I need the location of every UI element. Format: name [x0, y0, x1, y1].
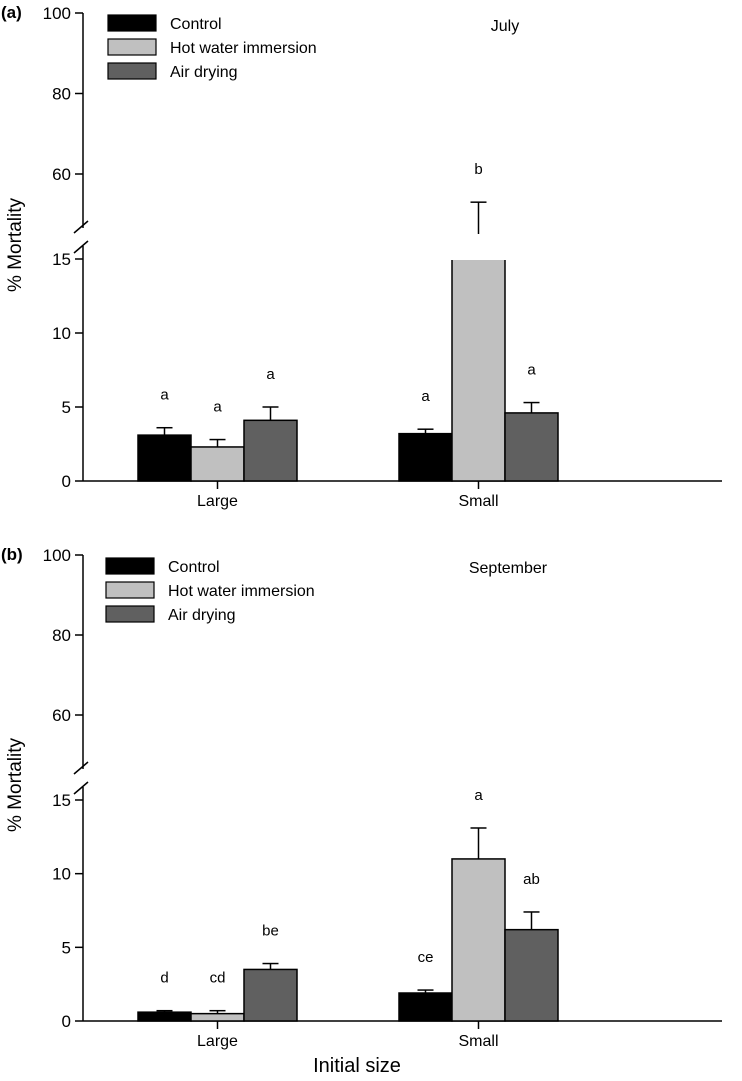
panel-a: 0 5 10 15 60 80 100 % Mortality (a) July Large Smal…	[1, 3, 722, 510]
y-tick-label: 80	[52, 626, 71, 645]
x-axis-title: Initial size	[313, 1055, 401, 1077]
significance-label: ce	[418, 949, 434, 966]
legend-swatch-air-drying	[105, 605, 155, 623]
significance-label: b	[474, 161, 482, 178]
category-label: Small	[458, 493, 498, 510]
y-tick-label: 5	[62, 938, 71, 957]
significance-label: cd	[210, 970, 226, 987]
significance-label: a	[421, 388, 430, 405]
y-tick-label: 5	[62, 398, 71, 417]
y-tick-label: 100	[43, 4, 71, 23]
y-tick-label: 0	[62, 472, 71, 491]
bar-control	[398, 432, 453, 482]
legend-label-air-drying: Air drying	[170, 64, 238, 81]
y-tick-label: 0	[62, 1012, 71, 1031]
bar-control	[137, 1011, 192, 1022]
legend-swatch-air-drying	[107, 62, 157, 80]
legend-label-hot-water: Hot water immersion	[168, 583, 315, 600]
y-tick-label: 60	[52, 165, 71, 184]
bar-hot-water	[190, 446, 245, 482]
panel-b: 0 5 10 15 60 80 100 % Mortality (b) September Larg…	[1, 545, 722, 1050]
legend-label-air-drying: Air drying	[168, 607, 236, 624]
significance-label: a	[266, 366, 275, 383]
y-axis-label: % Mortality	[5, 738, 26, 832]
legend-swatch-control	[107, 14, 157, 32]
y-tick-label: 10	[52, 324, 71, 343]
significance-label: be	[262, 923, 279, 940]
bar-break-gap	[450, 234, 507, 260]
axis-break-mark	[73, 761, 89, 775]
bar-control	[398, 992, 453, 1022]
legend-label-control: Control	[168, 559, 220, 576]
bar-air-drying	[504, 412, 559, 482]
panel-label: (a)	[1, 3, 22, 22]
legend-label-hot-water: Hot water immersion	[170, 40, 317, 57]
significance-label: a	[527, 362, 536, 379]
bar-hot-water	[451, 858, 506, 1022]
bar-air-drying	[243, 419, 298, 482]
significance-label: a	[474, 787, 483, 804]
category-label: Small	[458, 1033, 498, 1050]
legend-swatch-hot-water	[107, 38, 157, 56]
y-tick-label: 60	[52, 706, 71, 725]
bar-control	[137, 434, 192, 482]
bar-hot-water	[451, 253, 506, 482]
legend-swatch-hot-water	[105, 581, 155, 599]
significance-label: a	[160, 387, 169, 404]
axis-break-mark	[73, 220, 89, 234]
category-label: Large	[197, 493, 238, 510]
panel-title: July	[491, 18, 519, 35]
significance-label: a	[213, 399, 222, 416]
legend-label-control: Control	[170, 16, 222, 33]
bar-air-drying	[504, 928, 559, 1022]
y-tick-label: 10	[52, 865, 71, 884]
significance-label: ab	[523, 871, 540, 888]
bar-air-drying	[243, 968, 298, 1022]
legend-swatch-control	[105, 557, 155, 575]
y-tick-label: 15	[52, 791, 71, 810]
panel-label: (b)	[1, 545, 23, 564]
y-tick-label: 80	[52, 85, 71, 104]
significance-label: d	[160, 970, 168, 987]
axis-break-mark	[73, 240, 89, 254]
panel-title: September	[469, 560, 548, 577]
y-tick-label: 15	[52, 250, 71, 269]
bar-hot-water	[190, 1012, 245, 1022]
y-tick-label: 100	[43, 546, 71, 565]
y-axis-label: % Mortality	[5, 198, 26, 292]
axis-break-mark	[73, 781, 89, 795]
category-label: Large	[197, 1033, 238, 1050]
